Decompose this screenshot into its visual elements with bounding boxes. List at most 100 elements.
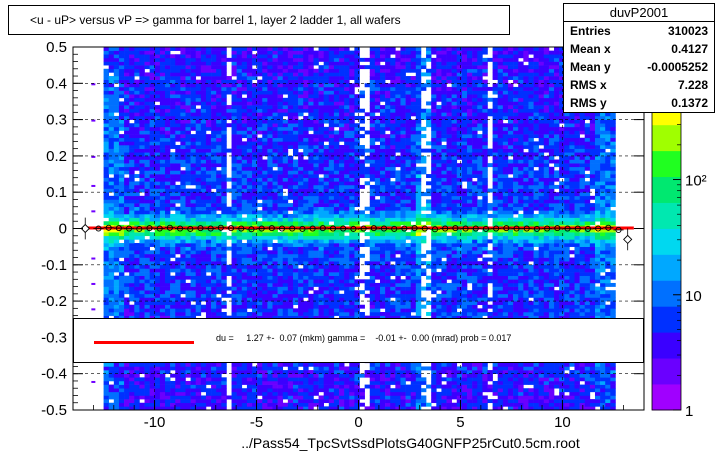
heatmap-cell xyxy=(165,264,171,269)
heatmap-cell xyxy=(323,250,330,255)
heatmap-cell xyxy=(277,301,284,306)
heatmap-cell xyxy=(328,170,335,175)
heatmap-cell xyxy=(262,148,268,153)
heatmap-cell xyxy=(103,188,110,193)
heatmap-cell xyxy=(113,311,120,316)
heatmap-cell xyxy=(267,279,273,284)
heatmap-cell xyxy=(108,130,115,135)
heatmap-cell xyxy=(200,399,207,404)
heatmap-cell xyxy=(103,199,110,204)
heatmap-cell xyxy=(205,246,212,251)
heatmap-cell xyxy=(165,232,171,237)
heatmap-cell xyxy=(287,166,294,171)
heatmap-cell xyxy=(221,163,227,168)
heatmap-cell xyxy=(328,391,335,396)
heatmap-cell xyxy=(277,90,284,95)
heatmap-cell xyxy=(328,126,335,131)
heatmap-cell xyxy=(262,97,268,102)
heatmap-cell xyxy=(200,235,207,240)
heatmap-cell xyxy=(170,115,176,120)
heatmap-cell xyxy=(205,210,212,215)
heatmap-cell xyxy=(180,199,186,204)
heatmap-cell xyxy=(180,275,186,280)
heatmap-cell xyxy=(323,406,330,411)
heatmap-cell xyxy=(221,192,227,197)
heatmap-cell xyxy=(308,195,314,200)
heatmap-cell xyxy=(272,83,278,88)
heatmap-cell xyxy=(170,79,176,84)
heatmap-cell xyxy=(200,213,207,218)
heatmap-cell xyxy=(108,243,115,247)
heatmap-cell xyxy=(277,264,284,269)
heatmap-cell xyxy=(159,239,166,244)
heatmap-cell xyxy=(185,261,191,266)
heatmap-cell xyxy=(180,163,186,168)
heatmap-cell xyxy=(262,257,268,262)
heatmap-cell xyxy=(216,362,222,367)
heatmap-cell xyxy=(374,388,381,393)
heatmap-cell xyxy=(231,57,237,62)
heatmap-cell xyxy=(267,264,273,269)
heatmap-cell xyxy=(200,130,207,135)
heatmap-cell xyxy=(277,286,284,291)
heatmap-cell xyxy=(287,181,294,186)
heatmap-cell xyxy=(190,235,197,240)
heatmap-cell xyxy=(216,181,222,186)
heatmap-cell xyxy=(118,54,125,59)
heatmap-cell xyxy=(369,377,376,382)
heatmap-cell xyxy=(313,366,319,371)
heatmap-cell xyxy=(211,380,217,385)
heatmap-cell xyxy=(323,54,330,59)
heatmap-cell xyxy=(154,304,161,309)
heatmap-cell xyxy=(205,188,212,193)
heatmap-cell xyxy=(287,217,294,222)
heatmap-cell xyxy=(374,221,381,226)
heatmap-cell xyxy=(267,145,273,149)
heatmap-cell xyxy=(257,308,263,313)
heatmap-cell xyxy=(170,297,176,302)
heatmap-cell xyxy=(221,105,227,110)
heatmap-cell xyxy=(369,268,376,273)
heatmap-cell xyxy=(328,206,335,211)
heatmap-cell xyxy=(205,261,212,266)
heatmap-cell xyxy=(364,261,371,266)
heatmap-cell xyxy=(226,213,232,218)
heatmap-cell xyxy=(195,261,202,266)
heatmap-cell xyxy=(195,123,202,128)
heatmap-cell xyxy=(292,54,299,59)
heatmap-cell xyxy=(205,83,212,88)
heatmap-cell xyxy=(236,250,243,255)
heatmap-cell xyxy=(190,148,197,153)
heatmap-cell xyxy=(221,79,227,84)
heatmap-cell xyxy=(180,315,186,320)
heatmap-cell xyxy=(103,174,110,178)
heatmap-cell xyxy=(165,206,171,211)
heatmap-cell xyxy=(262,83,268,88)
heatmap-cell xyxy=(354,83,360,88)
heatmap-cell xyxy=(277,68,284,73)
heatmap-cell xyxy=(154,195,161,200)
heatmap-cell xyxy=(118,126,125,131)
heatmap-cell xyxy=(113,119,120,124)
heatmap-cell xyxy=(205,370,212,374)
heatmap-cell xyxy=(211,239,217,244)
heatmap-cell xyxy=(236,395,243,400)
heatmap-cell xyxy=(195,228,202,233)
heatmap-cell xyxy=(113,253,120,258)
heatmap-cell xyxy=(200,65,207,70)
heatmap-cell xyxy=(170,282,176,287)
heatmap-cell xyxy=(308,145,314,149)
heatmap-cell xyxy=(339,119,345,124)
heatmap-cell xyxy=(282,101,289,106)
heatmap-cell xyxy=(236,123,243,128)
heatmap-cell xyxy=(292,362,299,367)
heatmap-cell xyxy=(185,268,191,273)
heatmap-cell xyxy=(272,50,278,55)
heatmap-cell xyxy=(200,123,207,128)
heatmap-cell xyxy=(349,192,355,197)
heatmap-cell xyxy=(236,163,243,168)
heatmap-cell xyxy=(149,206,156,211)
heatmap-cell xyxy=(349,199,355,204)
heatmap-cell xyxy=(129,159,135,164)
heatmap-cell xyxy=(124,155,130,160)
